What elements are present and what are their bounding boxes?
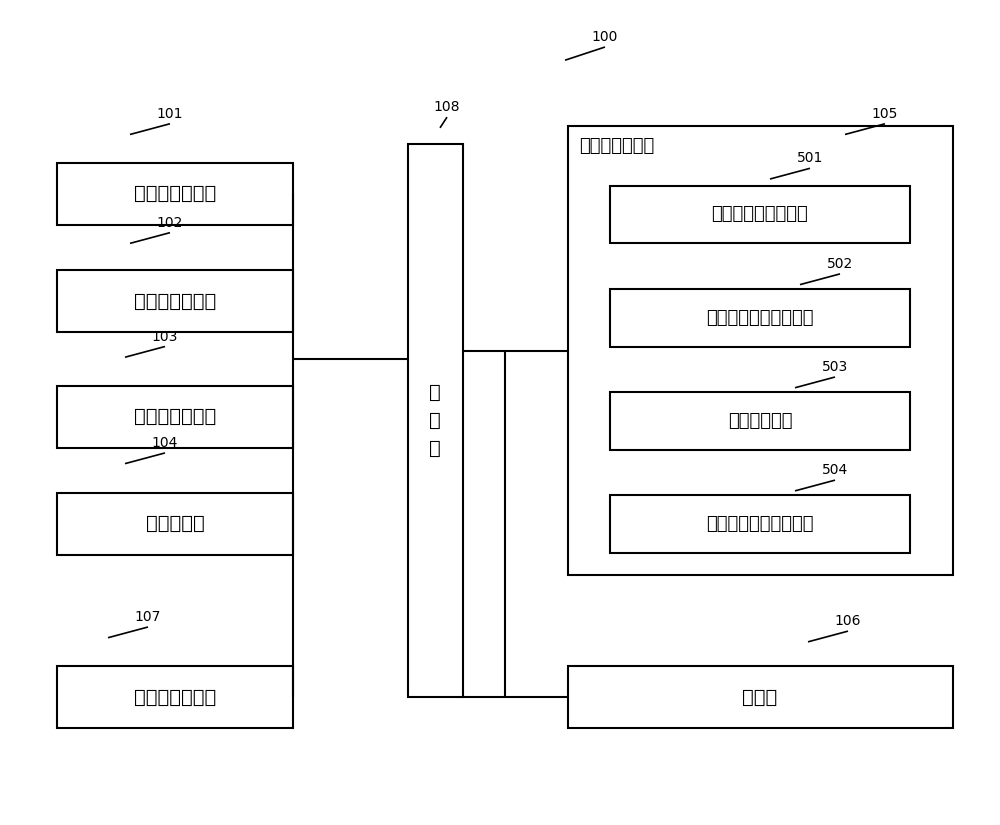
- Text: 107: 107: [135, 610, 161, 624]
- Text: 样本数量计算部: 样本数量计算部: [134, 407, 216, 427]
- Text: 104: 104: [152, 436, 178, 450]
- Text: 控
制
部: 控 制 部: [429, 384, 441, 458]
- Text: 101: 101: [157, 107, 183, 120]
- Text: 502: 502: [827, 257, 853, 271]
- Text: 自动补货数量计算部分: 自动补货数量计算部分: [706, 515, 814, 533]
- Bar: [57, 667, 292, 728]
- Bar: [610, 186, 910, 243]
- Text: 手术数据存储部: 手术数据存储部: [134, 184, 216, 204]
- Bar: [408, 144, 462, 697]
- Bar: [57, 386, 292, 447]
- Bar: [610, 289, 910, 346]
- Text: 102: 102: [157, 216, 183, 229]
- Text: 比较部: 比较部: [742, 687, 778, 707]
- Text: 503: 503: [822, 361, 848, 374]
- Text: 补货数量计算部: 补货数量计算部: [580, 138, 655, 155]
- Text: 100: 100: [592, 31, 618, 44]
- Text: 补货计算部分: 补货计算部分: [728, 412, 792, 430]
- Text: 108: 108: [434, 101, 460, 114]
- Text: 概率计算部: 概率计算部: [146, 514, 204, 534]
- Text: 库存缺货数量计算部分: 库存缺货数量计算部分: [706, 309, 814, 327]
- Bar: [57, 493, 292, 554]
- Text: 504: 504: [822, 464, 848, 477]
- Text: 106: 106: [835, 615, 861, 628]
- Text: 需求预测总数量部分: 需求预测总数量部分: [712, 205, 808, 224]
- Bar: [610, 392, 910, 450]
- Bar: [610, 495, 910, 553]
- Text: 105: 105: [872, 107, 898, 120]
- Bar: [57, 163, 292, 224]
- Bar: [568, 126, 952, 576]
- Text: 103: 103: [152, 330, 178, 343]
- Bar: [568, 667, 952, 728]
- Text: 501: 501: [797, 152, 823, 165]
- Bar: [57, 271, 292, 332]
- Text: 库存信息提示部: 库存信息提示部: [134, 687, 216, 707]
- Text: 耗材数据存储部: 耗材数据存储部: [134, 291, 216, 311]
